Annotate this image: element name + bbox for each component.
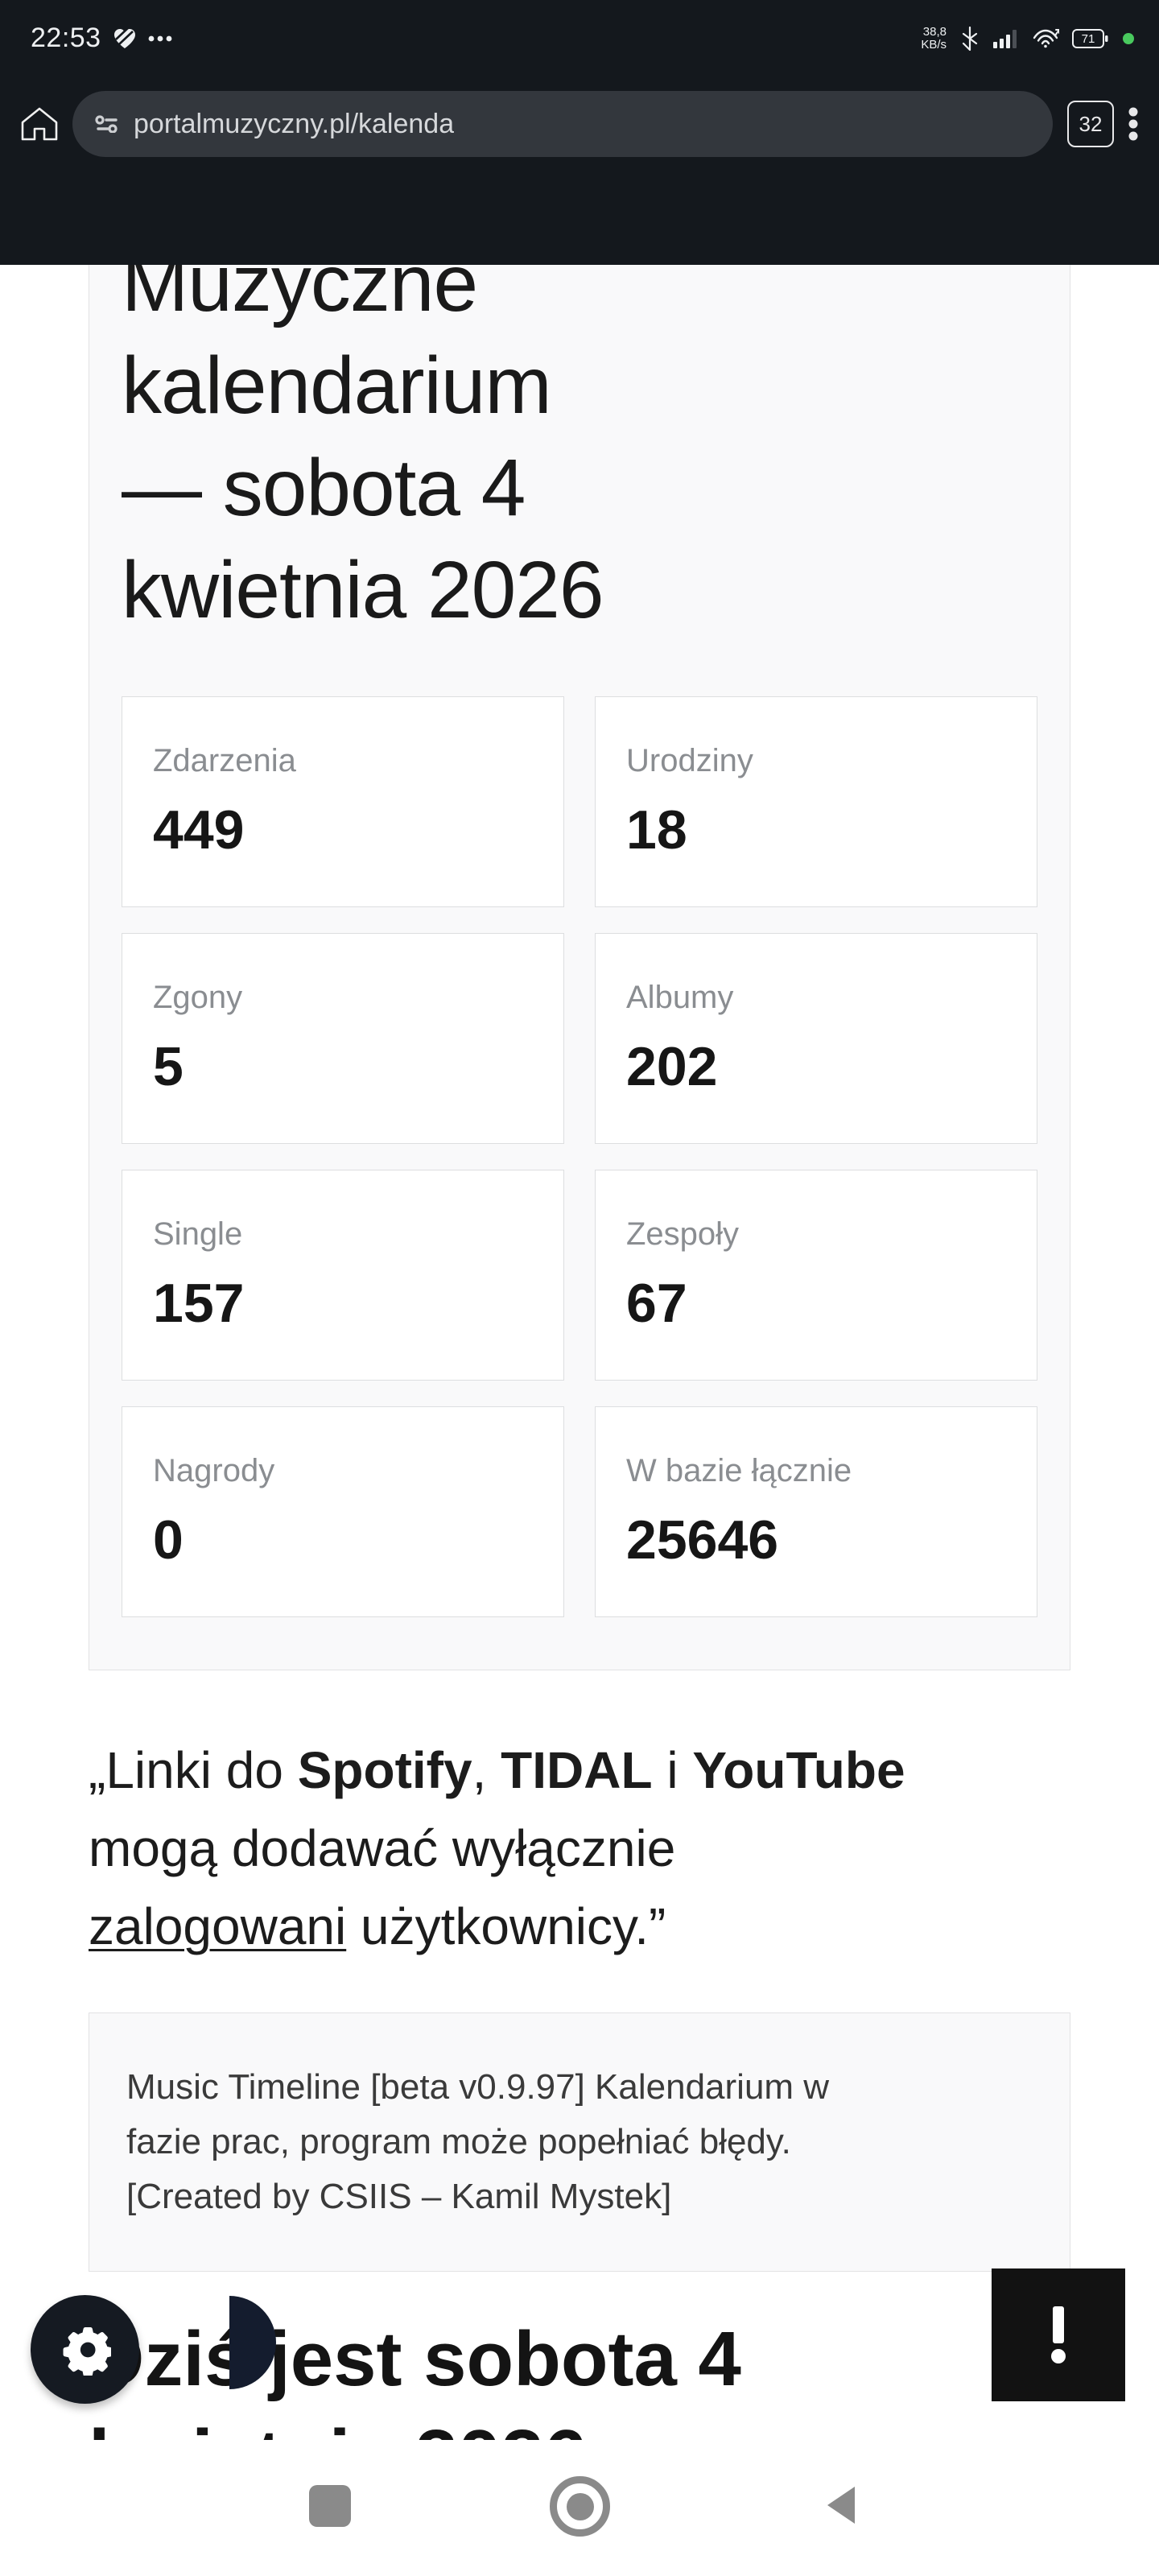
- svg-text:71: 71: [1082, 32, 1095, 46]
